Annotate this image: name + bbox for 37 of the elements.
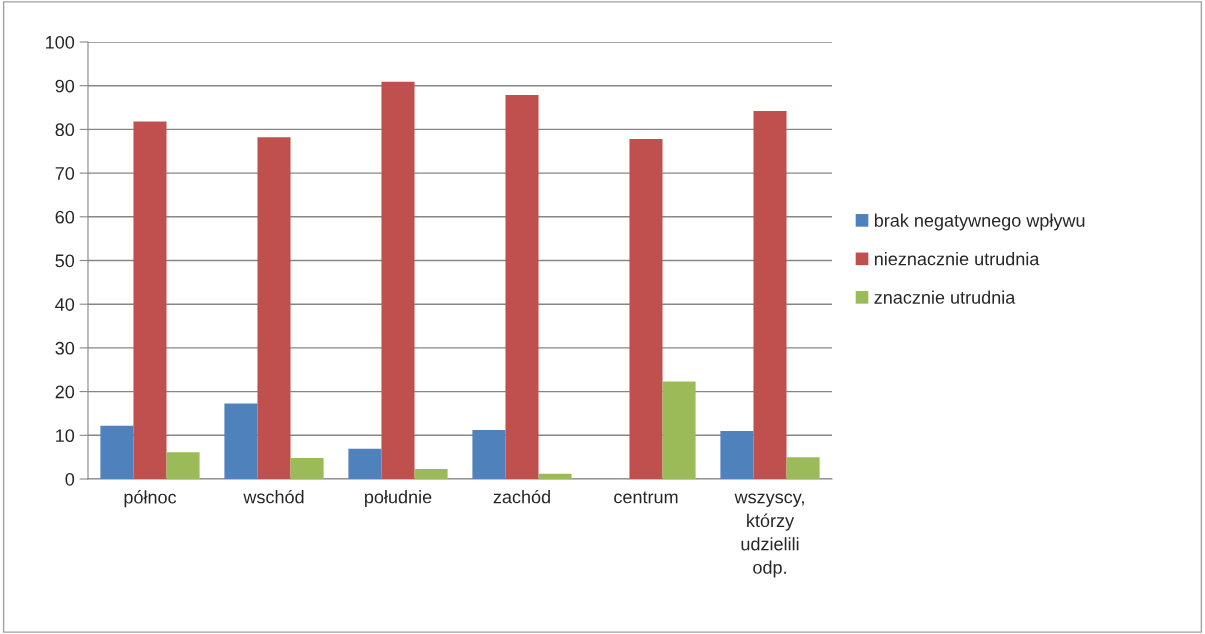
bar: [133, 121, 167, 479]
bar: [381, 81, 415, 479]
y-tick-label: 100: [46, 35, 75, 49]
x-tick-label: północ: [124, 490, 177, 508]
y-tick-label: 20: [55, 385, 75, 399]
legend-label: znacznie utrudnia: [874, 290, 1016, 304]
bar: [720, 430, 754, 479]
x-tick-label: wszyscy, którzy udzielili odp.: [734, 493, 804, 578]
bar: [224, 403, 258, 479]
y-tick-label: 70: [55, 167, 75, 180]
x-tick-label: centrum: [614, 491, 678, 504]
x-tick-label: wschód: [243, 489, 304, 504]
y-tick-label: 90: [55, 79, 75, 93]
y-tick-label: 50: [55, 254, 75, 268]
bar: [538, 473, 572, 479]
bar: [629, 139, 663, 479]
bar: [257, 137, 291, 479]
y-tick-label: 0: [65, 472, 75, 486]
bar: [505, 94, 539, 479]
bar: [100, 425, 134, 479]
bar: [786, 457, 820, 479]
y-tick-label: 40: [55, 298, 75, 311]
x-tick-label: południe: [365, 490, 432, 507]
x-tick-label: zachód: [493, 489, 550, 504]
bar: [472, 430, 506, 479]
y-tick-label: 10: [56, 429, 75, 443]
y-tick-label: 30: [55, 341, 75, 355]
legend-label: nieznacznie utrudnia: [874, 252, 1040, 266]
bar: [753, 111, 787, 479]
bar: [414, 468, 448, 479]
legend-label: brak negatywnego wpływu: [874, 213, 1085, 231]
y-tick-label: 80: [55, 123, 75, 137]
bar: [348, 448, 382, 479]
bar: [166, 452, 200, 479]
y-tick-label: 60: [55, 210, 75, 224]
bar: [662, 381, 696, 479]
bar: [290, 458, 324, 479]
